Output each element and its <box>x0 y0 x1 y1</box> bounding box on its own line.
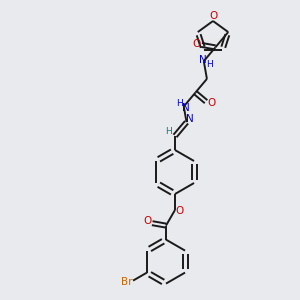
Text: O: O <box>192 39 201 49</box>
Text: O: O <box>207 98 215 108</box>
Text: N: N <box>182 103 190 113</box>
Text: N: N <box>186 114 194 124</box>
Text: O: O <box>210 11 218 21</box>
Text: O: O <box>176 206 184 216</box>
Text: N: N <box>199 55 207 65</box>
Text: O: O <box>143 216 151 226</box>
Text: H: H <box>206 60 213 69</box>
Text: H: H <box>176 99 183 108</box>
Text: Br: Br <box>121 277 133 286</box>
Text: H: H <box>166 127 172 136</box>
